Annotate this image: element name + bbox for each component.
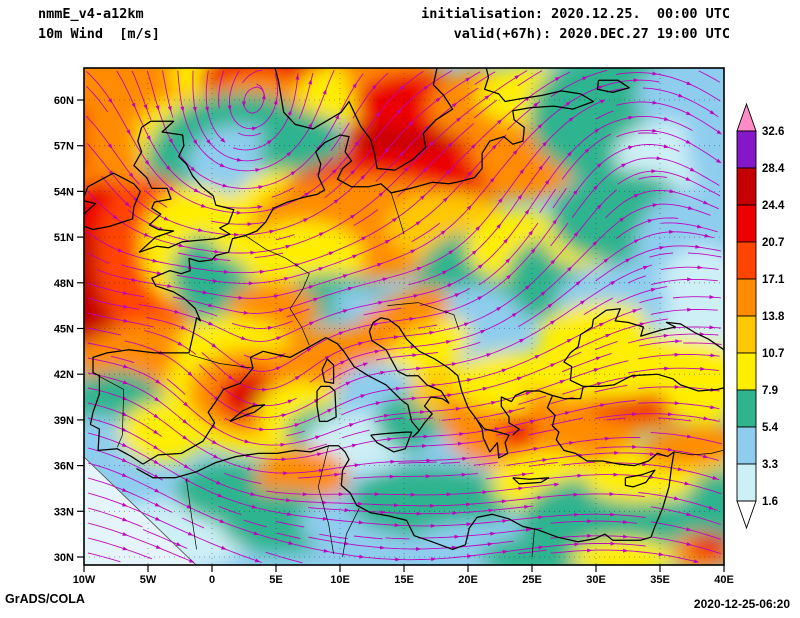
colorbar-label: 13.8	[762, 311, 785, 323]
colorbar-segment	[736, 352, 757, 391]
colorbar-label: 28.4	[762, 163, 785, 175]
colorbar-label: 7.9	[762, 385, 778, 397]
country-border	[97, 375, 125, 448]
lon-tick-label: 40E	[714, 574, 734, 586]
lat-tick-label: 39N	[54, 415, 74, 427]
coastline	[388, 318, 510, 459]
coastline	[84, 172, 141, 231]
valid-time: valid(+67h): 2020.DEC.27 19:00 UTC	[453, 26, 730, 42]
colorbar-segment	[736, 426, 757, 465]
lon-tick-label: 25E	[522, 574, 542, 586]
axis-labels: 60N 57N 54N 51N 48N 45N 42N 39N 36N 33N 30N 10W 5W 0 5…	[54, 95, 734, 586]
variable-title: 10m Wind [m/s]	[38, 26, 160, 42]
coastline	[370, 431, 413, 453]
colorbar-segment	[736, 167, 757, 206]
coastline	[142, 337, 327, 465]
coastline	[596, 79, 630, 94]
colorbar-arrow-below	[736, 500, 757, 530]
creation-timestamp: 2020-12-25-06:20	[693, 597, 790, 611]
model-name: nmmE_v4-a12km	[38, 6, 144, 22]
colorbar: 32.6 28.4 24.4 20.7 17.1 13.8 10.7 7.9 5.4 3.3 1.6	[736, 102, 785, 530]
colorbar-segment	[736, 130, 757, 169]
colorbar-label: 5.4	[762, 422, 779, 434]
lon-tick-label: 30E	[586, 574, 606, 586]
coastline	[274, 68, 454, 171]
lon-tick-label: 35E	[650, 574, 670, 586]
coastline	[325, 317, 450, 438]
lat-tick-label: 54N	[54, 186, 74, 198]
lat-tick-label: 57N	[54, 141, 74, 153]
coastline	[89, 68, 595, 465]
colorbar-label: 24.4	[762, 200, 785, 212]
coastline	[133, 120, 235, 253]
coastline	[512, 477, 550, 485]
colorbar-segment	[736, 241, 757, 280]
country-border	[186, 479, 197, 550]
country-border	[531, 528, 535, 558]
lat-tick-label: 42N	[54, 369, 74, 381]
country-border	[245, 235, 310, 346]
lon-tick-label: 20E	[458, 574, 478, 586]
country-border	[188, 354, 254, 369]
coastline	[546, 395, 675, 538]
grads-credit: GrADS/COLA	[5, 592, 85, 606]
coastline	[583, 373, 724, 392]
streamlines	[85, 69, 722, 564]
coastline	[136, 445, 652, 551]
lat-tick-label: 45N	[54, 324, 74, 336]
colorbar-label: 10.7	[762, 348, 784, 360]
lon-tick-label: 5W	[140, 574, 157, 586]
lat-tick-label: 48N	[54, 278, 74, 290]
country-border	[387, 302, 460, 331]
lat-tick-label: 60N	[54, 95, 74, 107]
colorbar-label: 32.6	[762, 126, 784, 138]
colorbar-segment	[736, 278, 757, 317]
lon-tick-label: 15E	[394, 574, 414, 586]
colorbar-label: 1.6	[762, 496, 778, 508]
colorbar-segment	[736, 315, 757, 354]
coastlines-layer	[84, 68, 724, 558]
coastline	[624, 469, 656, 488]
colorbar-segment	[736, 463, 757, 502]
colorbar-label: 3.3	[762, 459, 778, 471]
lat-tick-label: 36N	[54, 461, 74, 473]
axis-ticks	[77, 99, 725, 572]
coastline	[316, 385, 337, 423]
lon-tick-label: 10W	[73, 574, 96, 586]
colorbar-label: 20.7	[762, 237, 784, 249]
lon-tick-label: 0	[209, 574, 215, 586]
lon-tick-label: 5E	[269, 574, 282, 586]
country-border	[342, 508, 360, 558]
coastline	[563, 308, 724, 387]
lat-tick-label: 30N	[54, 552, 74, 564]
lat-tick-label: 33N	[54, 506, 74, 518]
colorbar-label: 17.1	[762, 274, 785, 286]
coastline	[500, 386, 584, 436]
lon-tick-label: 10E	[330, 574, 350, 586]
coastline	[229, 404, 266, 422]
coastline	[321, 358, 335, 384]
country-border	[317, 445, 334, 555]
country-border	[390, 192, 405, 235]
colorbar-arrow-above	[736, 102, 757, 132]
lat-tick-label: 51N	[54, 232, 74, 244]
colorbar-segment	[736, 389, 757, 428]
colorbar-segment	[736, 204, 757, 243]
initialisation-time: initialisation: 2020.12.25. 00:00 UTC	[421, 6, 730, 22]
country-border	[674, 449, 724, 456]
streamlines-layer	[85, 69, 722, 564]
